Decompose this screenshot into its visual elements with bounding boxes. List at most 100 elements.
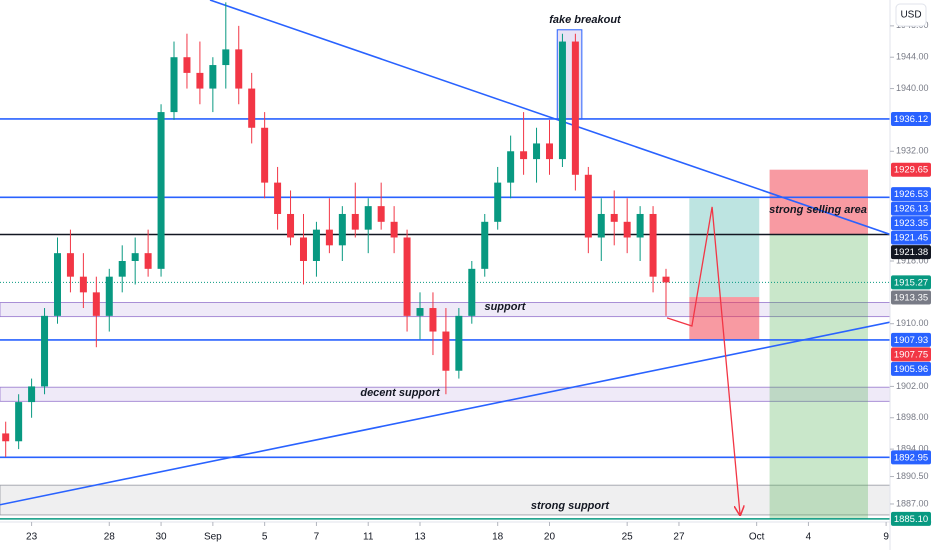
y-tick-label: 1887.00 xyxy=(896,498,929,508)
price-tag xyxy=(891,162,931,177)
candle-body xyxy=(455,315,463,371)
candle-body xyxy=(468,268,476,316)
trendline xyxy=(0,321,891,506)
x-tick-label: 23 xyxy=(26,532,38,543)
candle-body xyxy=(442,331,450,371)
candle-body xyxy=(364,206,372,230)
price-tag xyxy=(891,332,931,347)
candle-body xyxy=(144,253,152,269)
y-tick-label: 1932.00 xyxy=(896,146,929,156)
candle-body xyxy=(261,127,269,183)
price-tag xyxy=(891,290,931,305)
candle-body xyxy=(584,174,592,238)
x-tick-label: 11 xyxy=(363,532,374,543)
zone-label: support xyxy=(484,301,526,313)
candle-body xyxy=(494,182,502,222)
zone-label: strong support xyxy=(531,500,611,512)
candle-body xyxy=(131,253,139,261)
price-tag-label: 1926.13 xyxy=(894,204,928,215)
y-tick-label: 1902.00 xyxy=(896,381,929,391)
candle-body xyxy=(325,229,333,246)
currency: USD xyxy=(900,10,921,21)
price-tag-label: 1923.35 xyxy=(894,218,928,229)
price-tag-label: 1929.65 xyxy=(894,165,928,176)
box xyxy=(769,169,868,235)
x-tick-label: 9 xyxy=(883,532,889,543)
price-tag xyxy=(891,275,931,290)
arrow xyxy=(666,206,740,515)
currency-button[interactable] xyxy=(895,3,927,27)
candle-body xyxy=(79,276,87,293)
box xyxy=(689,297,760,341)
price-tag-label: 1913.35 xyxy=(894,292,928,303)
price-tag-label: 1921.38 xyxy=(894,247,928,258)
price-tag xyxy=(891,361,931,376)
candle-body xyxy=(377,206,385,222)
x-tick-label: 18 xyxy=(492,532,504,543)
candle-body xyxy=(299,237,307,261)
price-tag xyxy=(891,245,931,260)
price-tag-label: 1926.53 xyxy=(894,189,928,200)
annotation: fake breakout xyxy=(549,14,622,26)
y-tick-label: 1940.00 xyxy=(896,83,929,93)
candle-body xyxy=(520,151,528,160)
candle-body xyxy=(545,143,553,160)
zone xyxy=(0,386,891,402)
zone xyxy=(0,484,891,516)
price-tag xyxy=(891,187,931,202)
box xyxy=(769,234,868,519)
x-tick-label: Sep xyxy=(204,532,222,543)
trendline xyxy=(209,0,891,236)
candle-body xyxy=(28,386,36,403)
candle-body xyxy=(481,221,489,269)
price-tag xyxy=(891,511,931,526)
price-tag xyxy=(891,450,931,465)
x-tick-label: 25 xyxy=(622,532,634,543)
y-tick-label: 1898.00 xyxy=(896,412,929,422)
candle-body xyxy=(403,237,411,316)
price-tag-label: 1885.10 xyxy=(894,514,928,525)
price-tag-label: 1892.95 xyxy=(894,452,928,463)
candle-body xyxy=(416,308,424,316)
y-tick-label: 1918.00 xyxy=(896,255,929,265)
x-tick-label: 28 xyxy=(104,532,116,543)
x-tick-label: 30 xyxy=(156,532,168,543)
price-tag xyxy=(891,111,931,126)
y-tick-label: 1944.00 xyxy=(896,52,929,62)
candle-body xyxy=(507,151,515,183)
candle-body xyxy=(571,41,579,175)
candle-body xyxy=(53,253,61,316)
candle-body xyxy=(338,213,346,246)
y-tick-label: 1894.00 xyxy=(896,443,929,453)
y-tick-label: 1910.00 xyxy=(896,318,929,328)
candle-body xyxy=(196,72,204,89)
y-tick-label: 1890.50 xyxy=(896,471,929,481)
candle-body xyxy=(118,261,126,277)
candle-body xyxy=(351,213,359,230)
candle-body xyxy=(248,88,256,128)
candle-body xyxy=(92,292,100,316)
price-tag-label: 1907.93 xyxy=(894,335,928,346)
candle-body xyxy=(274,182,282,214)
candle-body xyxy=(597,213,605,238)
candle-body xyxy=(610,213,618,222)
x-tick-label: 5 xyxy=(262,532,268,543)
candle-body xyxy=(41,315,49,387)
candle-body xyxy=(390,221,398,238)
candle-body xyxy=(157,112,165,269)
price-tag-label: 1907.75 xyxy=(894,349,928,360)
zone-label: decent support xyxy=(360,387,441,399)
candle-body xyxy=(222,49,230,66)
candle-body xyxy=(183,57,191,73)
candle-body xyxy=(235,49,243,89)
price-tag-label: 1936.12 xyxy=(894,114,928,125)
x-tick-label: 13 xyxy=(414,532,426,543)
x-tick-label: 7 xyxy=(314,532,320,543)
box xyxy=(689,198,760,298)
price-tag xyxy=(891,201,931,216)
price-tag xyxy=(891,216,931,231)
candle-body xyxy=(105,276,113,316)
price-tag xyxy=(891,347,931,362)
candle-body xyxy=(287,213,295,238)
